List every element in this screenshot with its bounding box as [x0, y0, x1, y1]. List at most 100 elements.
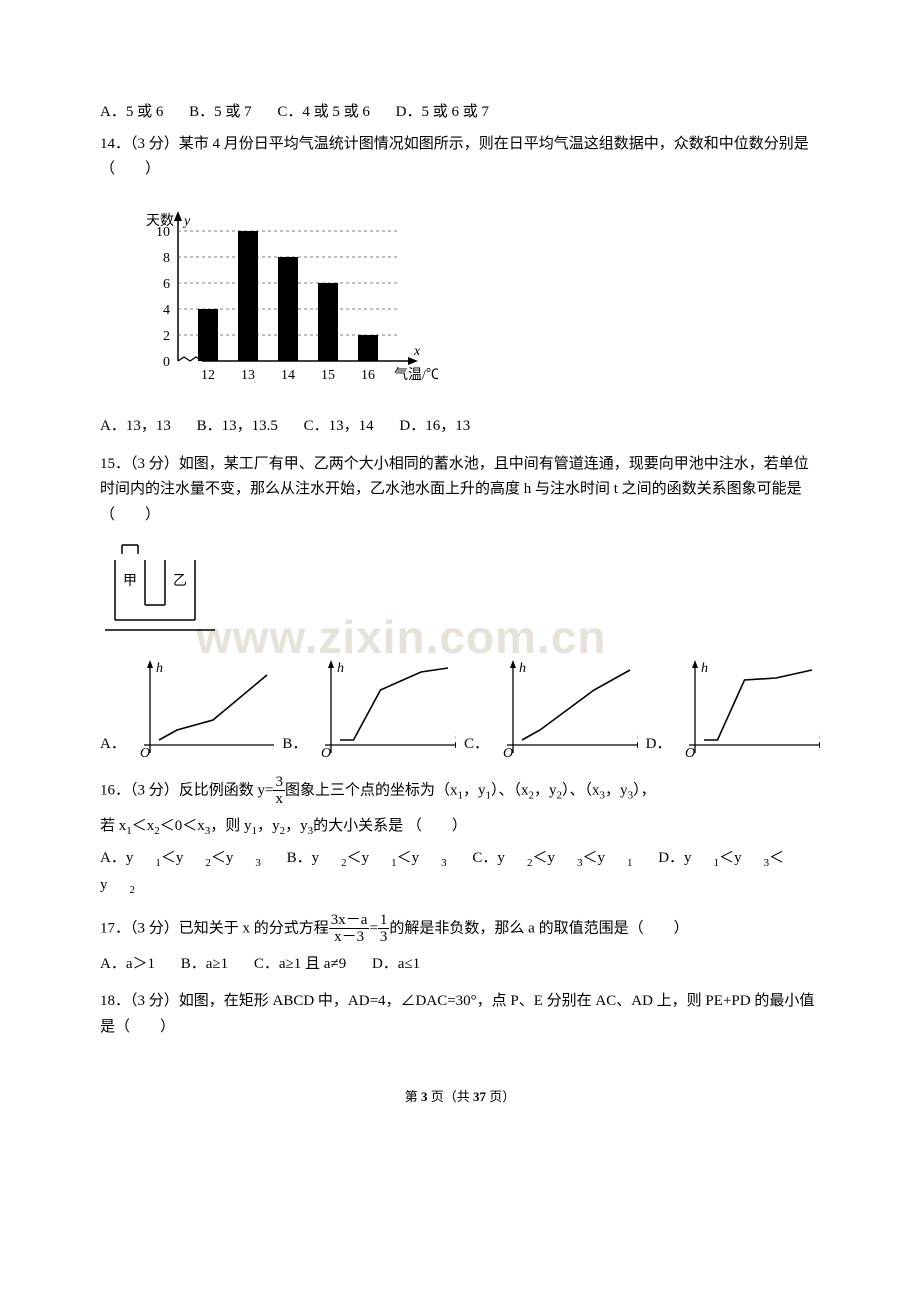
q17-choices: A．a＞1 B．a≥1 C．a≥1 且 a≠9 D．a≤1: [100, 952, 820, 978]
d: 3: [378, 929, 390, 946]
t: ＜y: [532, 850, 555, 866]
s: 3: [255, 857, 261, 869]
svg-text:气温/℃: 气温/℃: [394, 367, 438, 383]
svg-text:t: t: [637, 728, 638, 743]
q14-chart: 02468101213141516天数yx气温/℃: [128, 201, 820, 401]
txt: ＜0＜x: [160, 818, 205, 834]
q16-choices: A．y1＜y2＜y3 B．y2＜y1＜y3 C．y2＜y3＜y1 D．y1＜y3…: [100, 846, 820, 899]
txt: 的大小关系是 （ ）: [313, 818, 467, 834]
q17-choice-b: B．a≥1: [181, 956, 228, 972]
txt: ，y: [605, 782, 628, 798]
q13-choice-b: B．5 或 7: [189, 104, 252, 120]
q15-label-b: B．: [282, 732, 307, 758]
svg-text:天数: 天数: [146, 213, 174, 229]
q14-choices: A．13，13 B．13，13.5 C．13，14 D．16，13: [100, 414, 820, 440]
svg-text:2: 2: [163, 329, 170, 344]
q15-label-a: A．: [100, 732, 126, 758]
footer-mid: 页（共: [427, 1089, 473, 1104]
t: ＜y: [347, 850, 370, 866]
t: A．y: [100, 850, 133, 866]
txt: ，y: [285, 818, 308, 834]
q17-choice-a: A．a＞1: [100, 956, 155, 972]
q16-block: 16．（3 分）反比例函数 y=3x图象上三个点的坐标为（x1，y1）、（x2，…: [100, 774, 820, 900]
q16-stem-line2: 若 x1＜x2＜0＜x3，则 y1，y2，y3的大小关系是 （ ）: [100, 814, 820, 841]
txt: 若 x: [100, 818, 126, 834]
svg-text:h: h: [701, 661, 708, 676]
s: 2: [130, 884, 136, 896]
q17-block: 17．（3 分）已知关于 x 的分式方程3x－ax－3=13的解是非负数，那么 …: [100, 912, 820, 978]
txt: ，y: [463, 782, 486, 798]
svg-text:t: t: [455, 728, 456, 743]
s: 1: [627, 857, 633, 869]
s: 3: [441, 857, 447, 869]
q16-frac-num: 3: [273, 774, 285, 792]
svg-text:O: O: [503, 746, 513, 760]
svg-text:y: y: [182, 214, 191, 229]
q17-frac2: 13: [378, 912, 390, 946]
txt: ）、（x: [491, 782, 529, 798]
s: 2: [341, 857, 347, 869]
t: C．y: [472, 850, 505, 866]
q16-choice-a: A．y1＜y2＜y3: [100, 850, 261, 866]
q14-choice-d: D．16，13: [399, 418, 470, 434]
svg-text:h: h: [337, 661, 344, 676]
q13-choices: A．5 或 6 B．5 或 7 C．4 或 5 或 6 D．5 或 6 或 7: [100, 100, 820, 126]
t: D．y: [658, 850, 691, 866]
q13-choice-d: D．5 或 6 或 7: [396, 104, 489, 120]
q16-choice-c: C．y2＜y3＜y1: [472, 850, 632, 866]
svg-text:16: 16: [361, 368, 375, 383]
q16-fraction: 3x: [273, 774, 285, 808]
q17-frac1: 3x－ax－3: [329, 912, 370, 946]
svg-text:O: O: [140, 746, 150, 760]
q15-block: 15．（3 分）如图，某工厂有甲、乙两个大小相同的蓄水池，且中间有管道连通，现要…: [100, 452, 820, 760]
svg-text:12: 12: [201, 368, 215, 383]
t: ＜y: [719, 850, 742, 866]
svg-text:15: 15: [321, 368, 335, 383]
q17-stem-a: 17．（3 分）已知关于 x 的分式方程: [100, 920, 329, 936]
txt: ＜x: [132, 818, 155, 834]
q17-choice-c: C．a≥1 且 a≠9: [254, 956, 346, 972]
q15-option-graphs: A． htO B． htO C． htO D． htO: [100, 660, 820, 760]
svg-text:乙: 乙: [173, 573, 187, 589]
txt: ，y: [257, 818, 280, 834]
q13-choice-c: C．4 或 5 或 6: [277, 104, 370, 120]
q14-choice-a: A．13，13: [100, 418, 171, 434]
footer-total: 37: [473, 1089, 486, 1104]
q14-choice-c: C．13，14: [304, 418, 374, 434]
t: ＜y: [582, 850, 605, 866]
q15-label-c: C．: [464, 732, 489, 758]
svg-text:t: t: [819, 728, 820, 743]
q14-choice-b: B．13，13.5: [197, 418, 278, 434]
svg-text:O: O: [321, 746, 331, 760]
txt: ，y: [534, 782, 557, 798]
t: B．y: [287, 850, 320, 866]
page-footer: 第 3 页（共 37 页）: [100, 1086, 820, 1108]
footer-pre: 第: [405, 1089, 421, 1104]
q17-choice-d: D．a≤1: [372, 956, 420, 972]
svg-text:x: x: [413, 344, 421, 359]
t: ＜y: [397, 850, 420, 866]
svg-text:h: h: [519, 661, 526, 676]
q17-stem-b: 的解是非负数，那么 a 的取值范围是（ ）: [389, 920, 688, 936]
t: ＜y: [211, 850, 234, 866]
n: 3x－a: [329, 912, 370, 930]
svg-text:t: t: [274, 728, 275, 743]
svg-text:13: 13: [241, 368, 255, 383]
q14-stem: 14．（3 分）某市 4 月份日平均气温统计图情况如图所示，则在日平均气温这组数…: [100, 132, 820, 183]
q16-stem-b: 图象上三个点的坐标为（x: [285, 782, 458, 798]
n: 1: [378, 912, 390, 930]
txt: ），: [633, 782, 656, 798]
q18-stem: 18．（3 分）如图，在矩形 ABCD 中，AD=4，∠DAC=30°，点 P、…: [100, 989, 820, 1040]
d: x－3: [329, 929, 370, 946]
svg-text:14: 14: [281, 368, 295, 383]
svg-text:h: h: [156, 661, 163, 676]
q16-stem-line1: 16．（3 分）反比例函数 y=3x图象上三个点的坐标为（x1，y1）、（x2，…: [100, 774, 820, 808]
q16-choice-b: B．y2＜y1＜y3: [287, 850, 447, 866]
svg-text:0: 0: [163, 355, 170, 370]
q15-stem: 15．（3 分）如图，某工厂有甲、乙两个大小相同的蓄水池，且中间有管道连通，现要…: [100, 452, 820, 529]
svg-text:甲: 甲: [123, 574, 137, 589]
q13-choice-a: A．5 或 6: [100, 104, 163, 120]
txt: ）、（x: [562, 782, 600, 798]
eq: =: [369, 920, 377, 936]
footer-post: 页）: [486, 1089, 515, 1104]
